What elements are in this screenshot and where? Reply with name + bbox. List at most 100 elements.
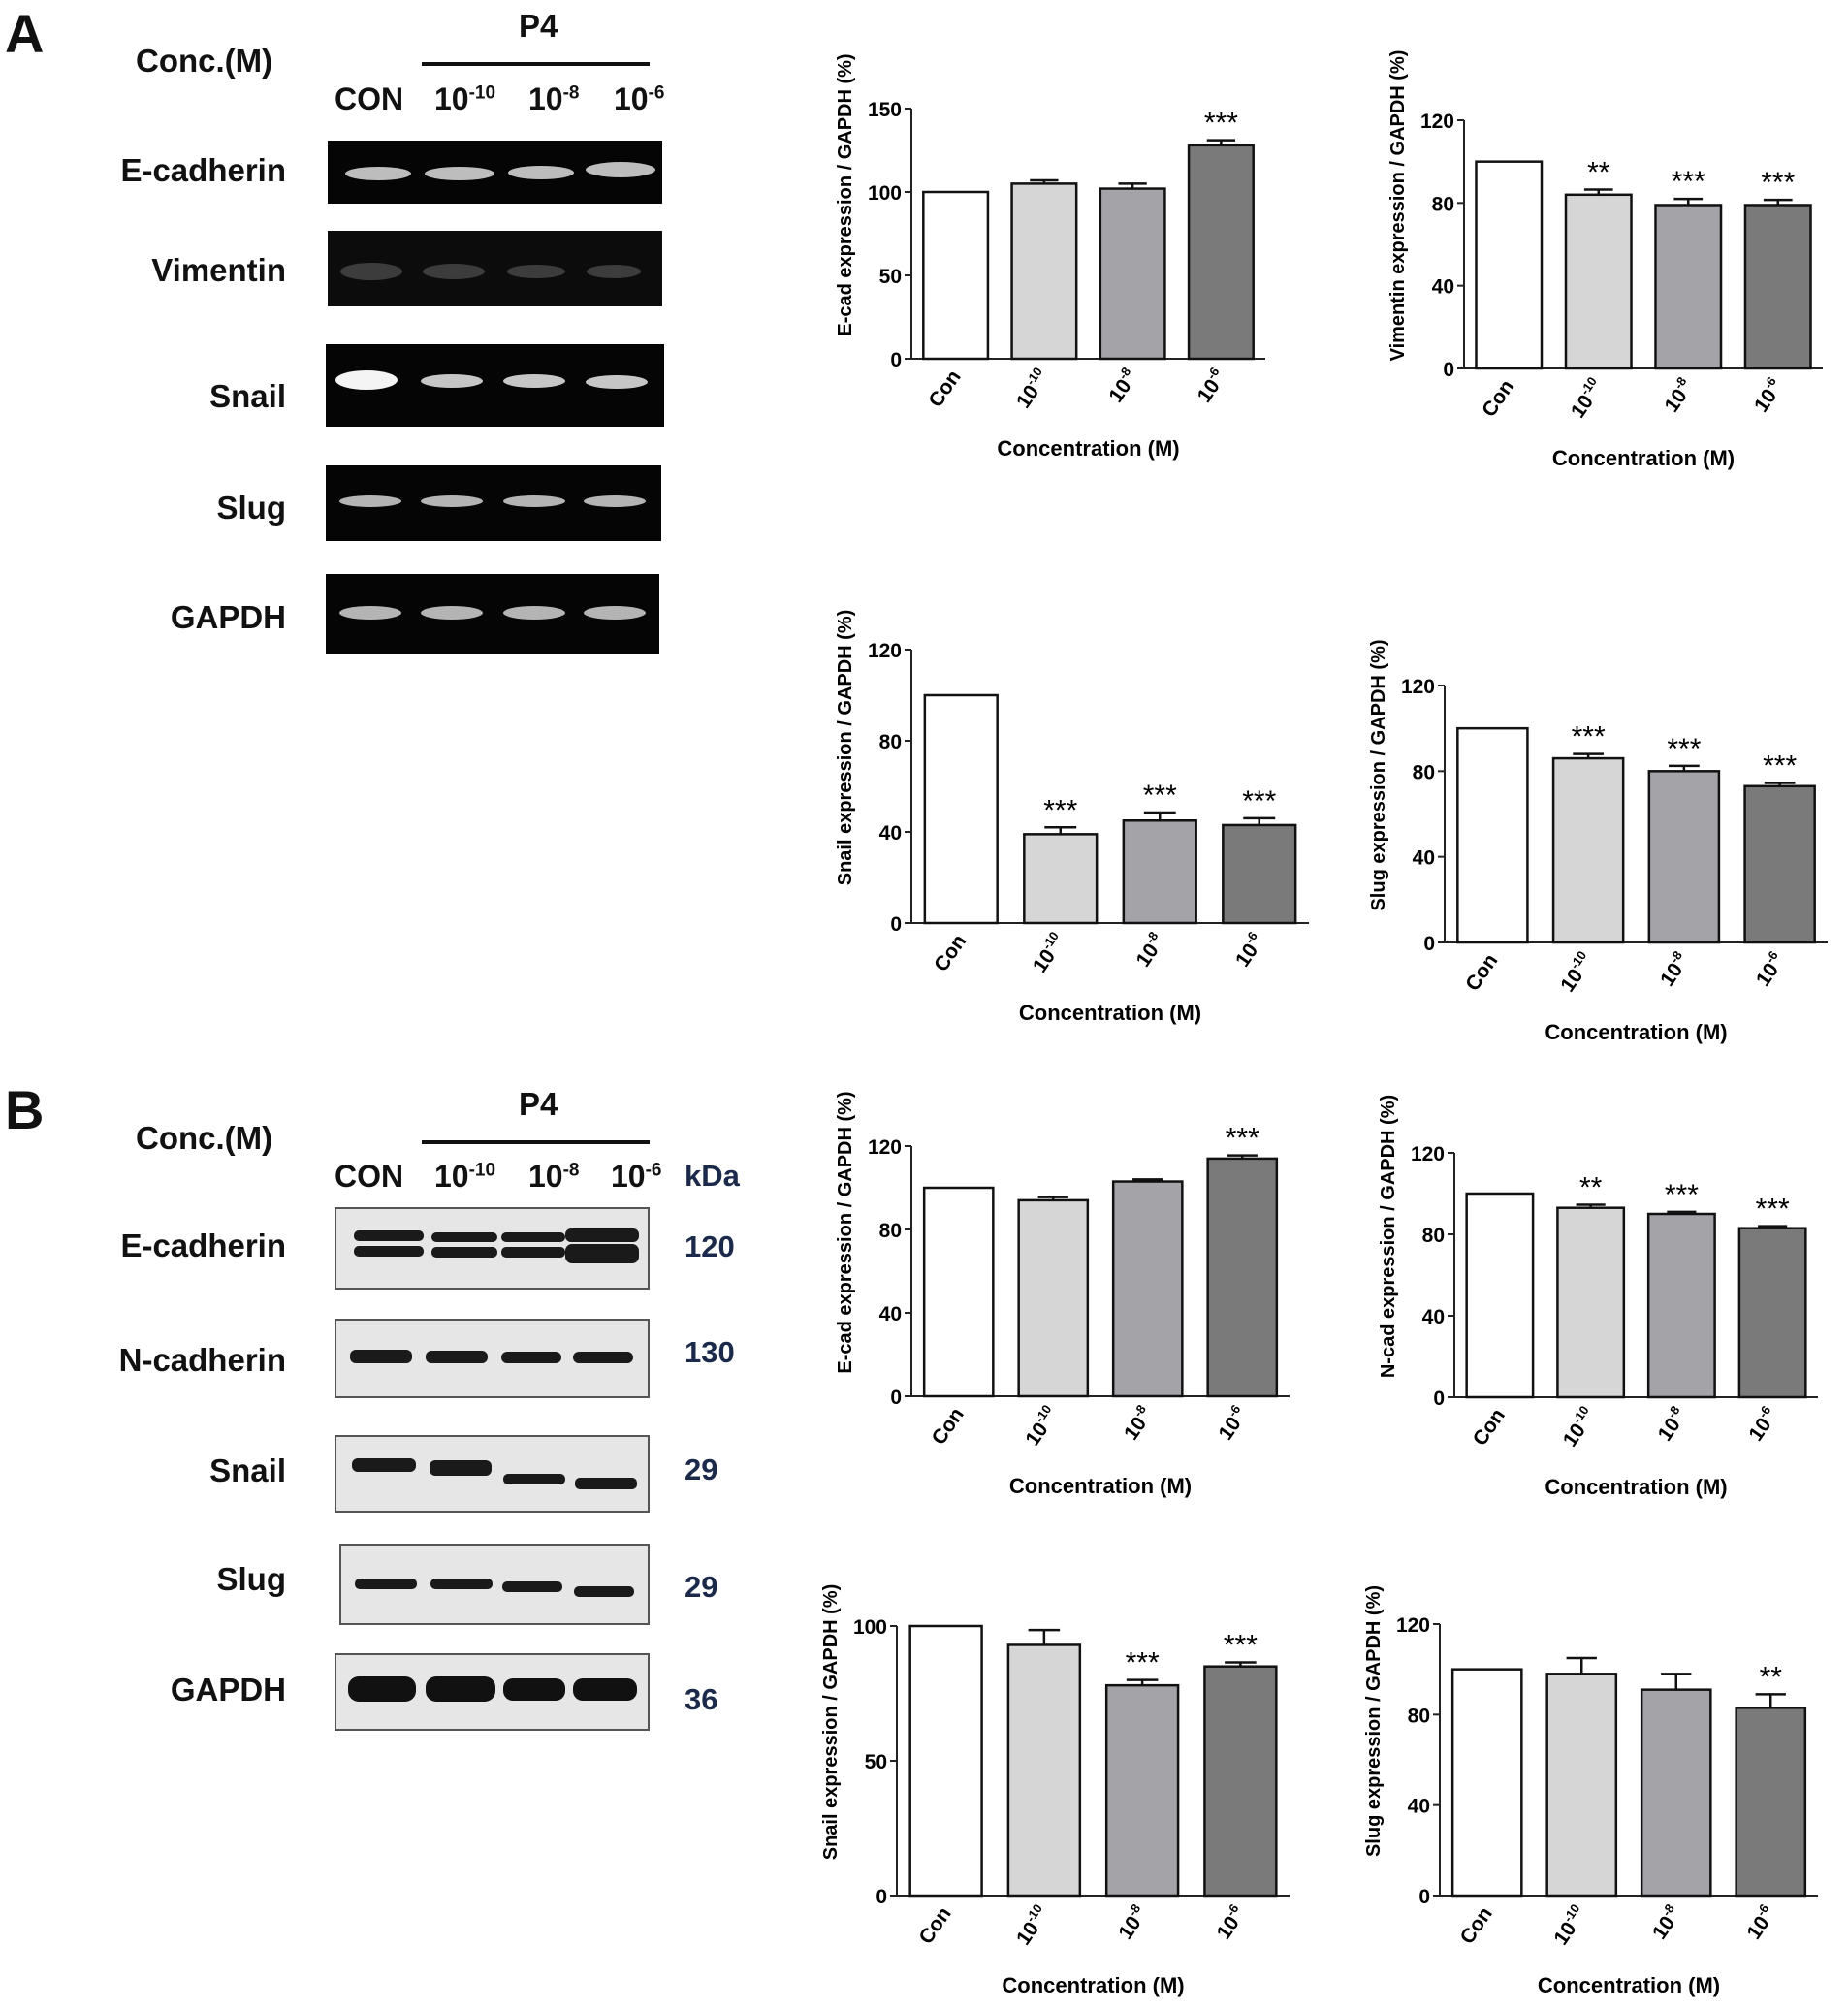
bar-chart: 0 40 80 120 Con ** 10-10 *** 10-8 *** 10-6 Concentr… bbox=[1378, 1095, 1818, 1499]
category-label: Con bbox=[1478, 376, 1518, 422]
y-tick-label: 80 bbox=[1422, 1225, 1445, 1247]
y-tick-label: 100 bbox=[868, 182, 902, 205]
y-tick-label: 120 bbox=[1420, 111, 1454, 133]
category-label: Con bbox=[924, 367, 965, 412]
y-axis-label: N-cad expression / GAPDH (%) bbox=[1378, 1095, 1399, 1378]
panel-b-letter: B bbox=[5, 1079, 45, 1140]
bar bbox=[1099, 187, 1166, 361]
panel-b-row-label: Snail bbox=[209, 1452, 286, 1488]
significance-label: *** bbox=[1667, 733, 1701, 765]
y-tick-label: 80 bbox=[1408, 1705, 1430, 1727]
panel-b-row-label: E-cadherin bbox=[120, 1228, 286, 1263]
y-tick-label: 80 bbox=[879, 1220, 902, 1242]
category-label: 10-6 bbox=[1742, 1403, 1782, 1446]
panel-b-lane-0: CON bbox=[335, 1159, 404, 1194]
panel-b-treatment-label: P4 bbox=[519, 1086, 558, 1122]
category-label: 10-8 bbox=[1102, 365, 1142, 407]
category-label: 10-10 bbox=[1547, 1901, 1591, 1949]
panel-a-row-label: Snail bbox=[209, 378, 286, 414]
y-tick-label: 40 bbox=[1432, 276, 1454, 299]
bar bbox=[1222, 823, 1297, 925]
category-label: Con bbox=[928, 1404, 969, 1450]
category-label: Con bbox=[1469, 1405, 1510, 1451]
y-tick-label: 0 bbox=[1433, 1388, 1445, 1410]
y-tick-label: 100 bbox=[853, 1616, 887, 1639]
y-tick-label: 40 bbox=[879, 822, 902, 845]
panel-b-lane-1: 10-10 bbox=[434, 1159, 496, 1194]
category-label: 10-6 bbox=[1740, 1901, 1780, 1944]
bar bbox=[1006, 1643, 1082, 1898]
y-tick-label: 40 bbox=[1413, 847, 1435, 870]
panel-b-kda-value: 36 bbox=[685, 1682, 718, 1716]
bar bbox=[1654, 204, 1723, 370]
bar bbox=[1545, 1673, 1618, 1898]
y-axis-label: Vimentin expression / GAPDH (%) bbox=[1387, 50, 1409, 362]
significance-label: *** bbox=[1756, 1194, 1790, 1226]
panel-a-lane-0: CON bbox=[335, 81, 404, 116]
significance-label: *** bbox=[1224, 1630, 1258, 1662]
y-tick-label: 40 bbox=[1408, 1796, 1430, 1818]
gel-image-vimentin bbox=[328, 231, 662, 306]
panel-b-conc-label: Conc.(M) bbox=[136, 1120, 273, 1156]
y-tick-label: 0 bbox=[890, 349, 902, 371]
gel-image-gapdh bbox=[326, 574, 659, 654]
category-label: 10-6 bbox=[1210, 1901, 1250, 1944]
category-label: 10-10 bbox=[1556, 1403, 1600, 1451]
panel-a-row-label: Vimentin bbox=[151, 252, 286, 288]
bar bbox=[1551, 756, 1625, 944]
panel-a-treatment-label: P4 bbox=[519, 8, 558, 44]
bar bbox=[1743, 204, 1812, 370]
bar bbox=[1122, 819, 1197, 925]
category-label: Con bbox=[914, 1903, 955, 1949]
significance-label: *** bbox=[1242, 785, 1276, 817]
blot-image-snail bbox=[335, 1435, 650, 1513]
y-tick-label: 0 bbox=[890, 913, 902, 936]
panel-b-row-label: N-cadherin bbox=[118, 1342, 286, 1378]
significance-label: *** bbox=[1665, 1179, 1699, 1211]
y-tick-label: 40 bbox=[1422, 1306, 1445, 1328]
bar-chart: 0 50 100 150 Con 10-10 10-8 *** 10-6 Concentratio… bbox=[835, 53, 1265, 461]
y-axis-label: E-cad expression / GAPDH (%) bbox=[835, 1091, 856, 1373]
bar-chart: 0 40 80 120 Con *** 10-10 *** 10-8 *** 10-6 Concent… bbox=[835, 610, 1309, 1025]
bar-chart: 0 50 100 Con 10-10 *** 10-8 *** 10-6 Concentratio… bbox=[820, 1584, 1290, 1997]
y-tick-label: 40 bbox=[879, 1303, 902, 1325]
bar bbox=[1203, 1665, 1278, 1898]
y-tick-label: 80 bbox=[1413, 761, 1435, 783]
panel-b-kda-value: 29 bbox=[685, 1570, 718, 1604]
category-label: 10-8 bbox=[1646, 1901, 1686, 1944]
bar bbox=[1465, 1192, 1535, 1399]
significance-label: *** bbox=[1761, 167, 1795, 199]
bar bbox=[1023, 833, 1099, 925]
category-label: 10-8 bbox=[1112, 1901, 1152, 1944]
category-label: 10-6 bbox=[1212, 1402, 1252, 1445]
blot-image-e-cadherin bbox=[335, 1207, 650, 1290]
category-label: 10-10 bbox=[1564, 374, 1608, 422]
panel-b-kda-value: 130 bbox=[685, 1335, 735, 1369]
bar bbox=[922, 1186, 995, 1398]
y-axis-label: Snail expression / GAPDH (%) bbox=[835, 610, 856, 886]
bar bbox=[1743, 784, 1816, 944]
panel-b-lane-3: 10-6 bbox=[611, 1159, 662, 1194]
y-tick-label: 120 bbox=[1396, 1614, 1430, 1637]
panel-a-letter: A bbox=[5, 3, 45, 64]
bar bbox=[1104, 1683, 1180, 1898]
y-axis-label: Snail expression / GAPDH (%) bbox=[820, 1584, 842, 1861]
bar bbox=[1640, 1688, 1712, 1898]
y-tick-label: 120 bbox=[1411, 1143, 1445, 1165]
significance-label: *** bbox=[1572, 721, 1606, 753]
bar-chart: 0 40 80 120 Con *** 10-10 *** 10-8 *** 10-6 Concent… bbox=[1368, 639, 1828, 1044]
significance-label: ** bbox=[1760, 1661, 1783, 1693]
panel-a-treatment-bar bbox=[422, 62, 650, 66]
category-label: 10-6 bbox=[1748, 374, 1788, 417]
y-axis-label: Slug expression / GAPDH (%) bbox=[1368, 639, 1389, 910]
y-tick-label: 0 bbox=[1423, 933, 1435, 955]
category-label: 10-10 bbox=[1019, 1402, 1063, 1450]
bar bbox=[1111, 1180, 1184, 1398]
category-label: 10-8 bbox=[1658, 374, 1698, 417]
y-tick-label: 120 bbox=[868, 640, 902, 662]
bar bbox=[923, 693, 999, 925]
bar bbox=[922, 190, 990, 361]
y-tick-label: 80 bbox=[879, 731, 902, 753]
blot-image-n-cadherin bbox=[335, 1319, 650, 1398]
